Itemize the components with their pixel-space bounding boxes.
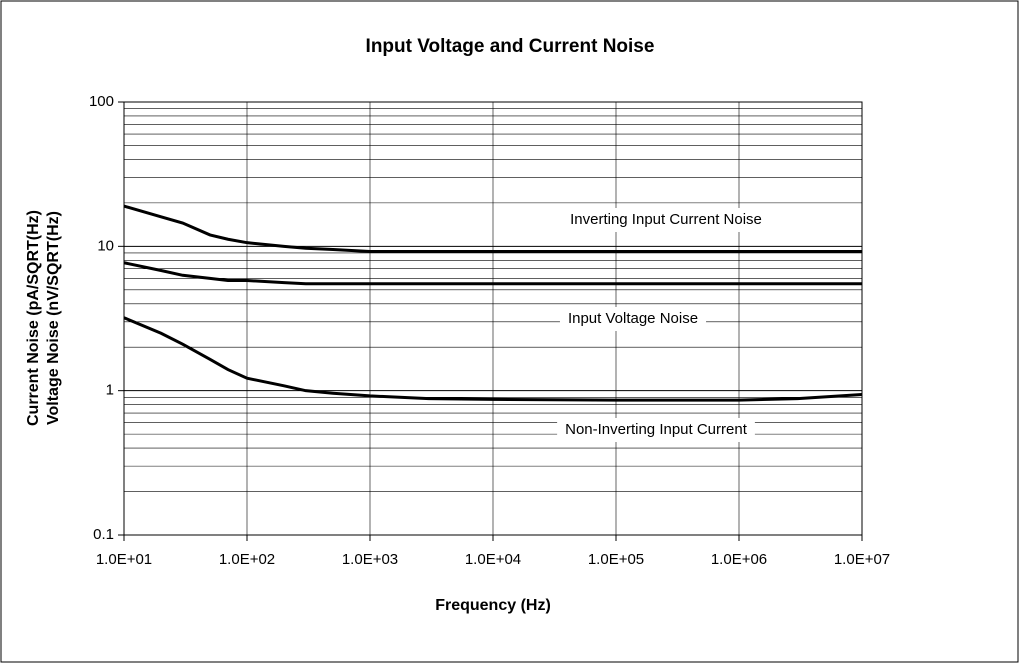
- x-tick-label: 1.0E+07: [834, 551, 890, 568]
- y-tick-label: 0.1: [93, 526, 114, 543]
- y-axis-label: Voltage Noise (nV/SQRT(Hz): [45, 211, 62, 425]
- series-label: Input Voltage Noise: [568, 310, 698, 327]
- y-axis-label: Current Noise (pA/SQRT(Hz): [25, 210, 42, 426]
- series-line: [123, 204, 862, 254]
- y-tick-label: 100: [89, 93, 114, 110]
- series-label: Non-Inverting Input Current: [565, 421, 748, 438]
- x-tick-label: 1.0E+04: [465, 551, 521, 568]
- x-tick-label: 1.0E+06: [711, 551, 767, 568]
- series-label-bg: [559, 307, 707, 331]
- x-tick-label: 1.0E+03: [342, 551, 398, 568]
- x-tick-label: 1.0E+01: [96, 551, 152, 568]
- x-axis-label: Frequency (Hz): [435, 597, 551, 614]
- chart-title: Input Voltage and Current Noise: [366, 36, 655, 57]
- series-label: Inverting Input Current Noise: [570, 211, 762, 228]
- x-tick-label: 1.0E+05: [588, 551, 644, 568]
- series-line: [123, 261, 862, 286]
- series-label-bg: [562, 208, 770, 232]
- y-tick-label: 1: [106, 382, 114, 399]
- y-tick-label: 10: [97, 237, 114, 254]
- series-label-bg: [557, 418, 755, 442]
- x-tick-label: 1.0E+02: [219, 551, 275, 568]
- series-line: [123, 316, 863, 402]
